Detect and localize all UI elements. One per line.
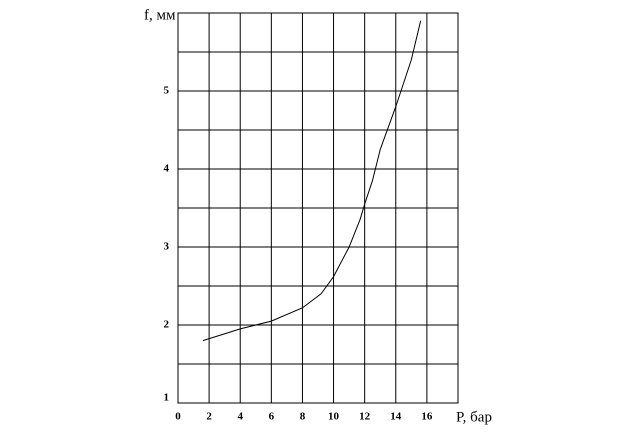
y-tick-label: 3 [164,241,170,253]
data-line [202,20,422,342]
y-tick-label: 2 [164,319,170,331]
x-tick-label: 2 [206,411,212,423]
x-axis-label: P, бар [456,409,492,425]
x-tick-label: 10 [328,411,340,423]
y-axis-label: f, мм [144,7,176,23]
x-tick-label: 6 [269,411,275,423]
x-tick-label: 12 [359,411,371,423]
y-tick-label: 4 [164,163,170,175]
x-tick-label: 16 [421,411,433,423]
x-tick-label: 8 [300,411,306,423]
x-tick-label: 14 [390,411,402,423]
x-tick-label: 4 [237,411,243,423]
x-tick-label: 0 [175,411,181,423]
y-tick-label: 5 [164,85,170,97]
y-tick-label: 1 [164,392,170,404]
